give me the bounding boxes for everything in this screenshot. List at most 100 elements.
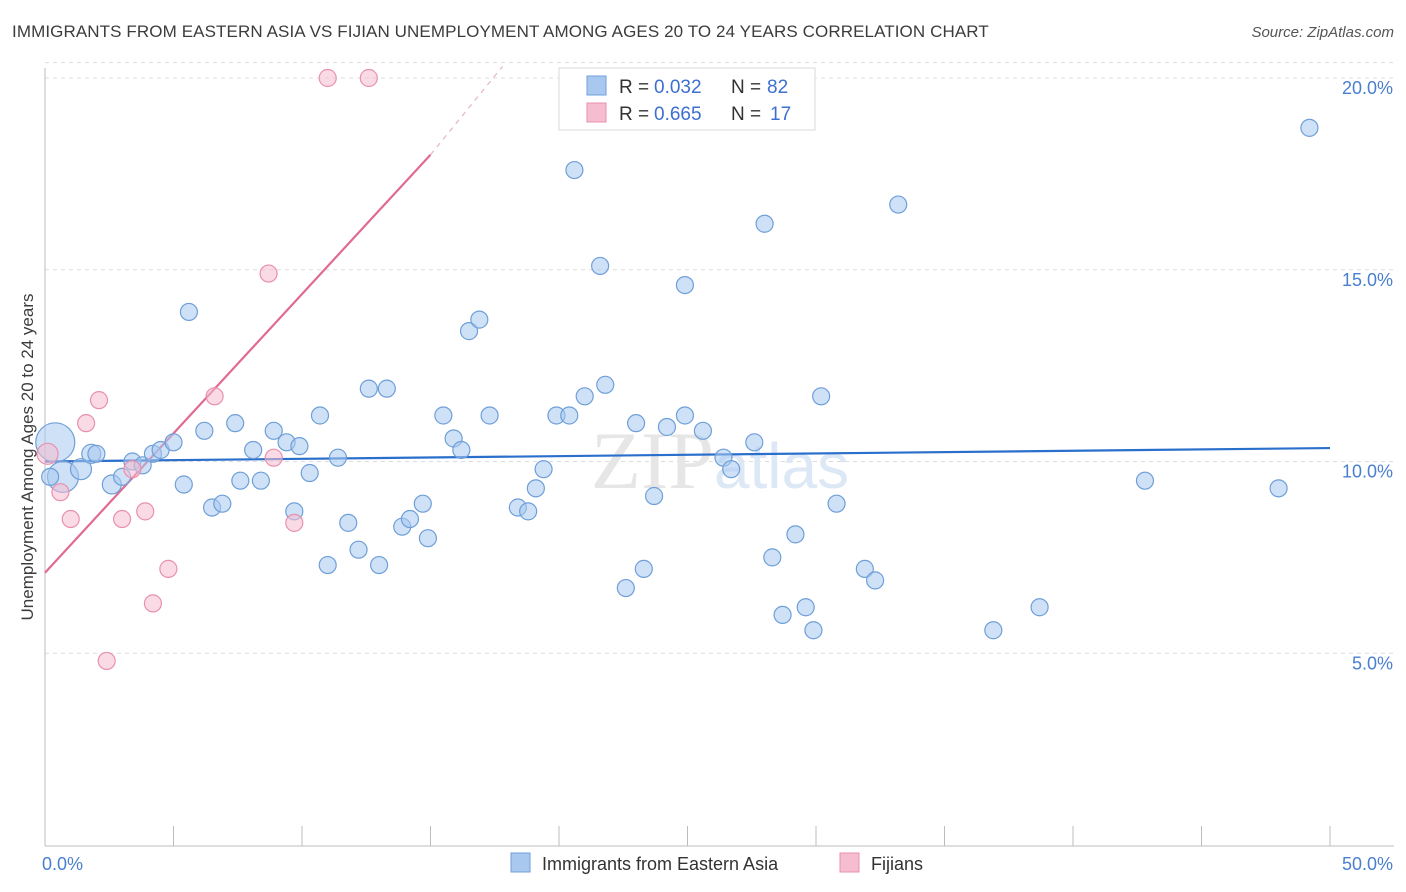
point-eastern-asia <box>786 525 805 544</box>
point-fijian <box>159 559 178 578</box>
point-eastern-asia <box>866 571 885 590</box>
y-tick-label: 5.0% <box>1352 653 1393 673</box>
point-fijian <box>259 264 278 283</box>
legend-r-value-1: 0.032 <box>654 77 702 98</box>
point-eastern-asia <box>565 160 584 180</box>
point-fijian <box>112 509 132 529</box>
point-eastern-asia <box>213 494 232 513</box>
y-tick-label: 10.0% <box>1342 462 1393 482</box>
point-eastern-asia <box>251 471 270 490</box>
point-eastern-asia <box>755 214 774 233</box>
x-tick-label-max: 50.0% <box>1342 854 1393 874</box>
point-fijian <box>36 442 59 465</box>
point-eastern-asia <box>675 275 695 295</box>
point-eastern-asia <box>855 559 874 578</box>
point-eastern-asia <box>400 509 420 529</box>
point-eastern-asia <box>195 421 214 440</box>
point-eastern-asia <box>889 195 908 214</box>
point-eastern-asia <box>377 379 396 398</box>
point-eastern-asia <box>591 256 610 276</box>
point-fijian <box>205 387 224 406</box>
point-eastern-asia <box>69 458 93 481</box>
y-tick-labels: 5.0% 10.0% 15.0% 20.0% <box>1342 78 1393 673</box>
point-eastern-asia <box>459 322 479 341</box>
point-eastern-asia <box>534 460 553 479</box>
point-eastern-asia <box>675 406 695 425</box>
point-eastern-asia <box>244 440 263 460</box>
legend-n-label-2: N = <box>731 104 761 125</box>
axes <box>44 68 1394 847</box>
chart-source: Source: ZipAtlas.com <box>1251 24 1394 41</box>
legend-n-label-1: N = <box>731 77 761 98</box>
point-eastern-asia <box>339 513 358 532</box>
data-points <box>35 68 1319 671</box>
point-eastern-asia <box>164 433 183 452</box>
point-eastern-asia <box>290 437 309 456</box>
point-fijian <box>77 414 96 433</box>
point-eastern-asia <box>827 494 846 513</box>
point-eastern-asia <box>575 387 594 406</box>
point-fijian <box>61 509 80 529</box>
x-tick-labels: 0.0% 50.0% <box>42 854 1393 874</box>
series-legend-label-eastern-asia: Immigrants from Eastern Asia <box>542 854 779 874</box>
point-fijian <box>264 448 283 467</box>
point-eastern-asia <box>359 379 378 398</box>
series-legend-label-fijians: Fijians <box>871 854 923 874</box>
y-tick-label: 15.0% <box>1342 270 1393 290</box>
point-fijian <box>143 594 163 613</box>
point-eastern-asia <box>41 467 60 486</box>
point-eastern-asia <box>693 421 713 440</box>
series-legend-swatch-fijians <box>839 852 860 873</box>
gridlines <box>45 62 1395 654</box>
point-eastern-asia <box>773 605 792 625</box>
point-eastern-asia <box>722 460 741 479</box>
point-eastern-asia <box>179 302 199 322</box>
point-eastern-asia <box>300 463 319 483</box>
point-eastern-asia <box>87 444 106 463</box>
point-fijian <box>51 483 70 502</box>
point-eastern-asia <box>634 559 653 578</box>
legend-r-value-2: 0.665 <box>654 104 702 125</box>
legend-swatch-pink <box>586 102 607 123</box>
point-eastern-asia <box>616 578 635 598</box>
point-fijian <box>285 513 304 532</box>
point-eastern-asia <box>763 548 782 567</box>
trend-line-fijians <box>44 153 432 574</box>
point-eastern-asia <box>812 387 831 406</box>
series-legend-swatch-eastern-asia <box>510 852 531 873</box>
legend-n-value-2: 17 <box>770 104 791 125</box>
point-eastern-asia <box>1030 598 1049 617</box>
point-eastern-asia <box>1135 471 1155 490</box>
chart-title: IMMIGRANTS FROM EASTERN ASIA VS FIJIAN U… <box>12 22 989 41</box>
point-eastern-asia <box>370 555 389 575</box>
point-eastern-asia <box>310 406 330 425</box>
trend-line-fijians-extension <box>430 66 503 156</box>
point-eastern-asia <box>264 421 283 440</box>
x-tick-label-min: 0.0% <box>42 854 83 874</box>
point-eastern-asia <box>413 494 432 513</box>
point-fijian <box>359 68 378 88</box>
point-eastern-asia <box>480 406 499 425</box>
point-fijian <box>136 502 155 521</box>
trend-lines <box>44 66 1331 574</box>
legend-swatch-blue <box>586 75 607 96</box>
point-eastern-asia <box>231 471 250 490</box>
point-eastern-asia <box>626 414 646 433</box>
point-eastern-asia <box>174 475 193 494</box>
legend-n-value-1: 82 <box>767 77 788 98</box>
point-eastern-asia <box>452 440 471 460</box>
y-axis-label: Unemployment Among Ages 20 to 24 years <box>18 294 37 621</box>
point-fijian <box>89 391 109 410</box>
series-legend: Immigrants from Eastern Asia Fijians <box>510 852 923 874</box>
point-eastern-asia <box>596 375 615 394</box>
point-eastern-asia <box>418 529 438 548</box>
point-eastern-asia <box>657 417 677 437</box>
point-eastern-asia <box>328 448 348 467</box>
point-eastern-asia <box>318 555 337 575</box>
point-fijian <box>318 68 337 88</box>
legend-r-label-1: R = <box>619 77 649 98</box>
point-eastern-asia <box>470 310 489 329</box>
point-eastern-asia <box>226 414 245 433</box>
point-eastern-asia <box>984 621 1003 640</box>
